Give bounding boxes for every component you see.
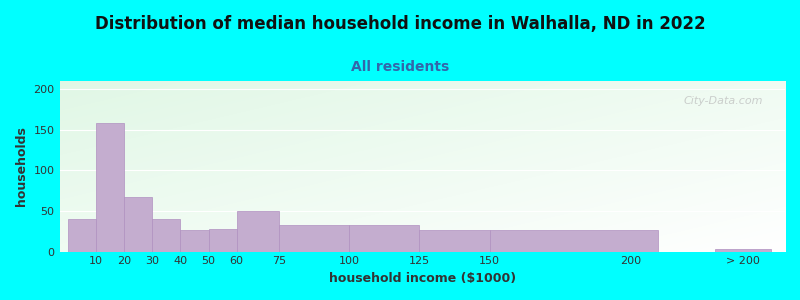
Bar bbox=[237, 211, 279, 252]
Y-axis label: households: households bbox=[15, 126, 28, 206]
Text: City-Data.com: City-Data.com bbox=[684, 97, 763, 106]
Bar bbox=[714, 249, 771, 252]
Bar bbox=[349, 225, 419, 252]
Bar bbox=[490, 230, 658, 252]
Bar bbox=[279, 225, 349, 252]
Bar bbox=[419, 230, 490, 252]
X-axis label: household income ($1000): household income ($1000) bbox=[329, 272, 516, 285]
Bar bbox=[209, 229, 237, 252]
Bar bbox=[96, 123, 124, 252]
Text: Distribution of median household income in Walhalla, ND in 2022: Distribution of median household income … bbox=[94, 15, 706, 33]
Bar bbox=[68, 219, 96, 252]
Bar bbox=[181, 230, 209, 252]
Bar bbox=[152, 219, 181, 252]
Text: All residents: All residents bbox=[351, 60, 449, 74]
Bar bbox=[124, 197, 152, 252]
